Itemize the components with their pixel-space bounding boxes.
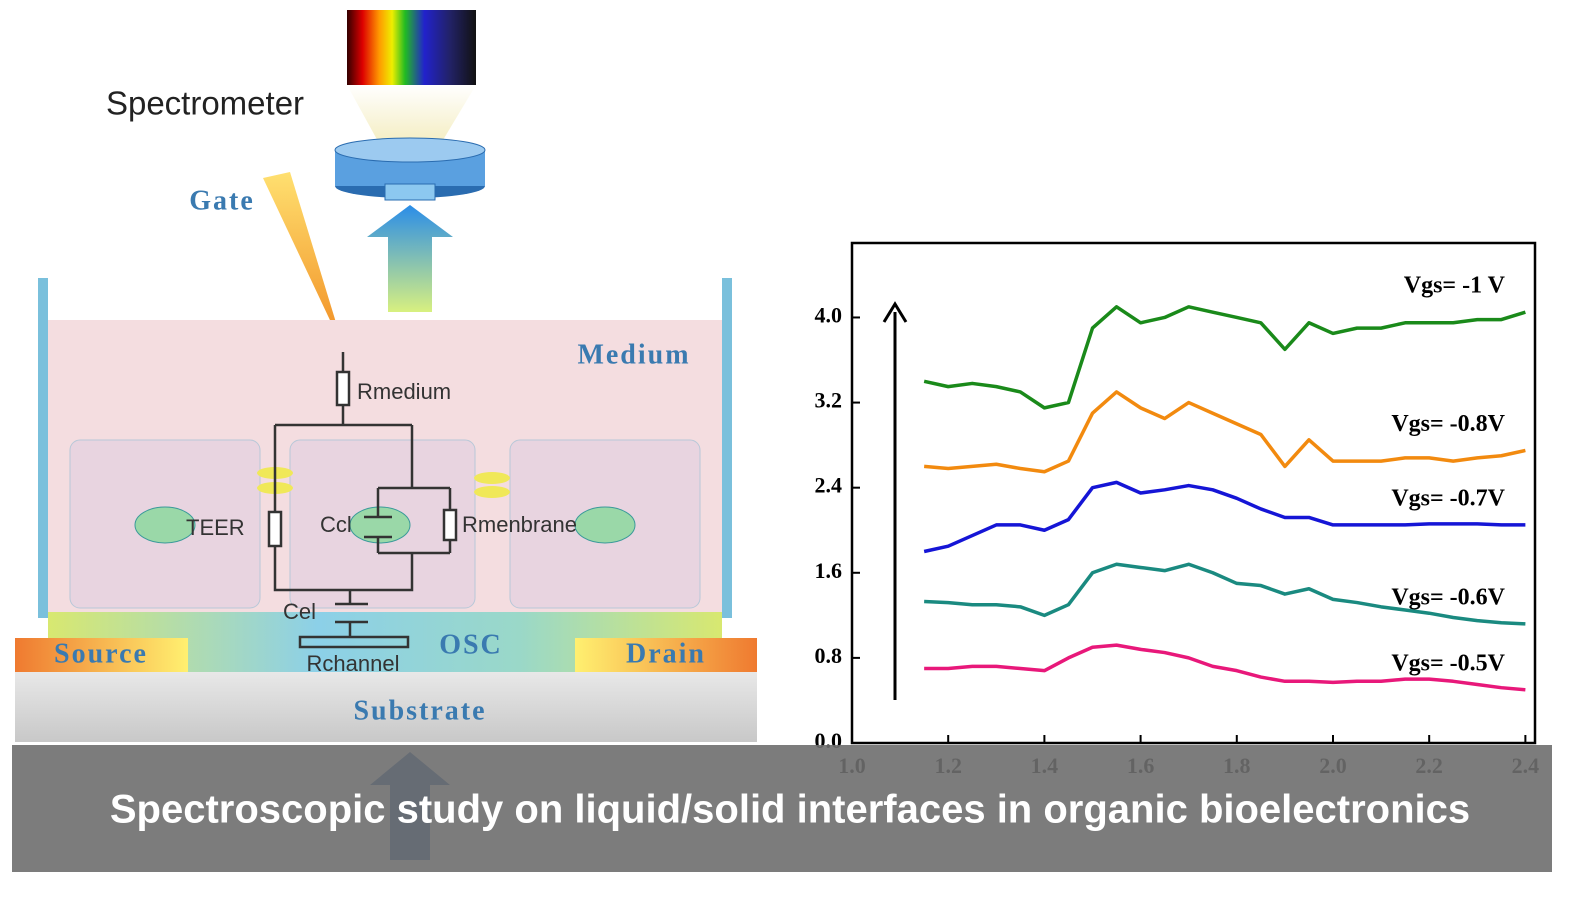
series-label: Vgs= -0.6V [1391,584,1505,610]
gate-tip [263,172,345,352]
series-line [923,480,1526,554]
series-line [923,390,1526,474]
label: OSC [439,629,503,660]
series-label: Vgs= -0.5V [1391,650,1505,676]
lens [334,137,486,163]
substrate [15,672,757,742]
y-tick-label: 2.4 [815,473,843,498]
y-tick-label: 4.0 [815,303,843,328]
series-label: Vgs= -1 V [1404,273,1506,299]
caption-banner [12,745,1552,872]
light-cone [347,85,476,145]
label: Medium [577,339,690,370]
wall [38,278,48,618]
y-tick-label: 1.6 [815,558,843,583]
label: Ccl [320,512,352,537]
y-tick-label: 0.8 [815,643,843,668]
source-electrode [15,638,188,672]
label: Drain [626,638,706,669]
label: TEER [186,515,245,540]
caption: Spectroscopic study on liquid/solid inte… [110,788,1470,832]
label: Rmedium [357,379,451,404]
trend-arrow [882,301,908,700]
label: Rmenbrane [462,512,577,537]
series-label: Vgs= -0.8V [1391,411,1505,437]
lens [384,183,436,201]
series-label: Vgs= -0.7V [1391,485,1505,511]
spectrum [347,10,476,85]
y-tick-label: 3.2 [815,388,843,413]
wall [722,278,732,618]
osc-layer [48,612,722,640]
series-line [924,643,1526,692]
label: Cel [283,599,316,624]
label: Rchannel [307,651,400,676]
label: Spectrometer [106,85,304,122]
circuit [267,352,458,649]
label: Substrate [353,695,486,726]
label: Gate [189,185,255,216]
label: Source [54,638,148,669]
light-arrow [367,205,453,312]
plot-frame [850,241,1537,745]
series-line [923,305,1526,410]
drain-electrode [575,638,757,672]
series-line [924,562,1526,626]
device-diagram: Spectrometer Gate Medium Rmedium TEER Cc… [15,10,757,860]
